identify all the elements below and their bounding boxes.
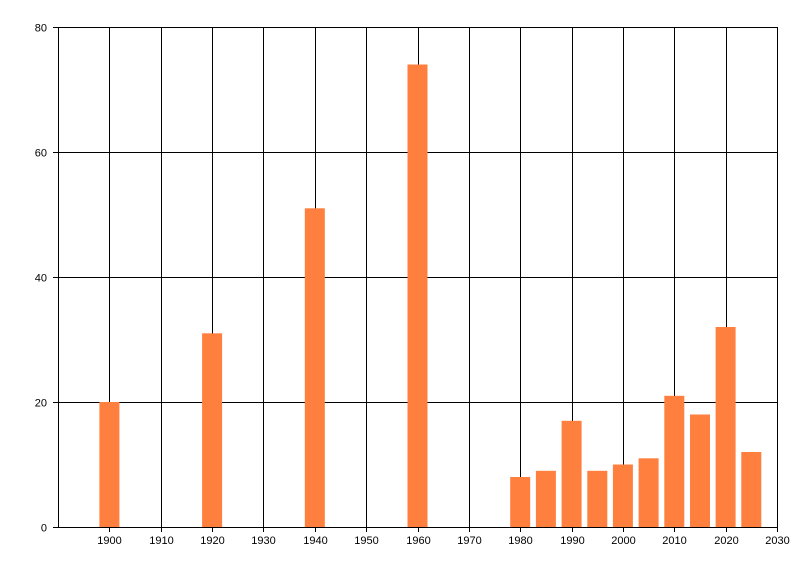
y-tick-label: 40 (35, 273, 47, 285)
bar (612, 464, 633, 527)
bar (202, 333, 223, 528)
bar (690, 414, 710, 527)
x-tick-label: 1970 (457, 535, 481, 547)
y-tick-label: 0 (41, 523, 47, 535)
bars (99, 64, 762, 528)
bar (715, 327, 736, 527)
x-tick-label: 1980 (508, 535, 532, 547)
y-tick-label: 20 (35, 398, 47, 410)
x-tick-label: 1990 (560, 535, 584, 547)
bar (99, 402, 120, 527)
bar (535, 470, 556, 528)
x-tick-label: 1920 (200, 535, 224, 547)
bar (304, 208, 325, 528)
bar (741, 452, 762, 527)
bar (664, 395, 685, 528)
bar (561, 420, 582, 528)
axes (53, 27, 778, 532)
x-tick-label: 1940 (303, 535, 327, 547)
bar (510, 477, 531, 527)
x-tick-label: 1930 (251, 535, 275, 547)
x-tick-label: 1900 (97, 535, 121, 547)
x-tick-label: 2000 (611, 535, 635, 547)
x-tick-label: 2020 (714, 535, 738, 547)
bar (638, 458, 659, 528)
x-tick-label: 1910 (149, 535, 173, 547)
bar (407, 64, 428, 527)
x-tick-label: 2010 (662, 535, 686, 547)
x-tick-label: 2030 (765, 535, 789, 547)
y-tick-label: 60 (35, 148, 47, 160)
x-tick-label: 1950 (354, 535, 378, 547)
bar (587, 470, 608, 528)
y-tick-label: 80 (35, 23, 47, 35)
x-tick-label: 1960 (406, 535, 430, 547)
tick-labels: 1900 1910 1920 1930 1940 1950 1960 1970 1980 1990… (35, 23, 790, 548)
